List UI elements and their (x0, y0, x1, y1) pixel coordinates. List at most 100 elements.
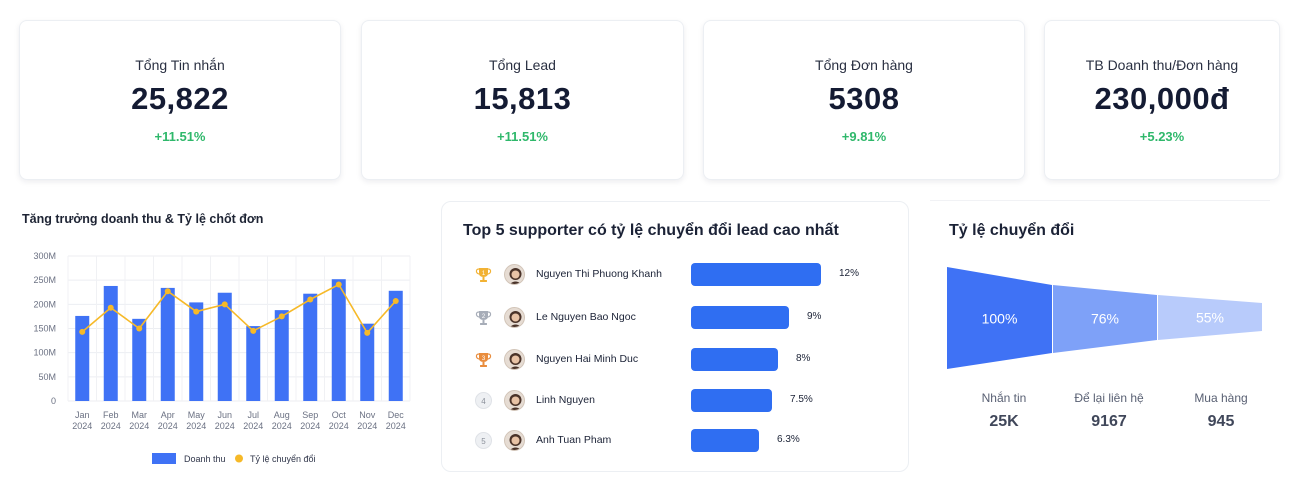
supporter-row: 4 Linh Nguyen 7.5% (442, 386, 910, 416)
x-tick-label: Jan (75, 410, 90, 420)
funnel-segment-percent: 55% (1196, 309, 1224, 325)
conversion-line (81, 283, 397, 335)
supporter-name: Anh Tuan Pham (536, 434, 612, 446)
supporter-bar (691, 263, 821, 286)
funnel-segment (1158, 295, 1262, 340)
revenue-bar (132, 318, 147, 401)
avatar (504, 430, 525, 451)
revenue-bar (360, 323, 375, 401)
supporter-bar (691, 306, 789, 329)
rank-badge: 4 (475, 392, 492, 409)
conversion-point (107, 304, 114, 311)
x-tick-label: 2024 (215, 421, 235, 431)
kpi-delta: +11.51% (154, 129, 206, 144)
avatar (504, 390, 525, 411)
conversion-point (392, 297, 399, 304)
legend-line-swatch (235, 454, 243, 463)
y-tick-label: 200M (33, 299, 56, 309)
x-tick-label: 2024 (272, 421, 292, 431)
avatar (504, 349, 525, 370)
kpi-value: 5308 (828, 81, 900, 116)
conversion-point (364, 329, 371, 336)
revenue-chart-panel: 300M 250M 200M 150M 100M 50M 0 Jan 2024 Feb 2024 Ma… (10, 200, 420, 490)
legend-bar-swatch (152, 453, 176, 464)
revenue-bar (303, 293, 318, 401)
supporter-percent: 8% (796, 353, 811, 364)
bronze-trophy-icon: 3 (475, 351, 492, 368)
gold-trophy-icon: 1 (475, 266, 492, 283)
supporter-name: Linh Nguyen (536, 394, 595, 406)
conversion-point (221, 301, 228, 308)
kpi-title: Tổng Lead (489, 57, 556, 73)
avatar (504, 264, 525, 285)
x-tick-label: Aug (274, 410, 290, 420)
supporter-bar (691, 429, 759, 452)
revenue-bar (331, 279, 346, 401)
revenue-bar (103, 285, 118, 401)
x-tick-label: Nov (359, 410, 376, 420)
legend-label: Tỷ lệ chuyển đổi (250, 454, 316, 464)
supporter-row: 1 Nguyen Thi Phuong Khanh 12% (442, 260, 910, 290)
conversion-funnel-panel: Tỷ lệ chuyển đổi 100% 76% 55% Nhắn tin 25K… (930, 200, 1270, 480)
conversion-point (307, 296, 314, 303)
revenue-bar (189, 302, 204, 401)
conversion-point (335, 281, 342, 288)
kpi-card-orders: Tổng Đơn hàng 5308 +9.81% (703, 20, 1025, 180)
funnel-stage-value: 945 (1207, 413, 1235, 430)
kpi-delta: +5.23% (1139, 129, 1185, 144)
revenue-chart-title: Tăng trưởng doanh thu & Tỷ lệ chốt đơn (22, 212, 264, 226)
x-tick-label: Dec (388, 410, 405, 420)
svg-text:2: 2 (482, 314, 486, 320)
supporter-name: Nguyen Thi Phuong Khanh (536, 268, 662, 280)
y-tick-label: 50M (38, 372, 56, 382)
kpi-value: 230,000đ (1094, 81, 1230, 116)
x-tick-label: Apr (161, 410, 175, 420)
x-tick-label: Jul (247, 410, 259, 420)
kpi-title: Tổng Đơn hàng (815, 57, 913, 73)
x-tick-label: 2024 (129, 421, 149, 431)
conversion-point (193, 308, 200, 315)
funnel-segment (1053, 285, 1157, 353)
x-tick-label: 2024 (72, 421, 92, 431)
svg-text:1: 1 (482, 271, 486, 277)
x-tick-label: 2024 (386, 421, 406, 431)
supporter-row: 3 Nguyen Hai Minh Duc 8% (442, 345, 910, 375)
funnel-segment (947, 267, 1052, 369)
revenue-bar (75, 315, 90, 401)
revenue-bar (160, 287, 175, 401)
revenue-bar (217, 292, 232, 401)
x-tick-label: Jun (217, 410, 232, 420)
x-tick-label: Mar (132, 410, 148, 420)
x-tick-label: Feb (103, 410, 119, 420)
x-tick-label: 2024 (186, 421, 206, 431)
funnel-chart: 100% 76% 55% (947, 267, 1262, 369)
conversion-point (278, 313, 285, 320)
x-tick-label: 2024 (243, 421, 263, 431)
top-supporters-title: Top 5 supporter có tỷ lệ chuyển đổi lead… (463, 222, 839, 239)
conversion-point (79, 328, 86, 335)
funnel-stage-label: Mua hàng (1194, 391, 1248, 405)
supporter-name: Nguyen Hai Minh Duc (536, 353, 639, 365)
kpi-card-messages: Tổng Tin nhắn 25,822 +11.51% (19, 20, 341, 180)
rank-badge: 5 (475, 432, 492, 449)
kpi-delta: +11.51% (497, 129, 548, 144)
top-supporters-panel: Top 5 supporter có tỷ lệ chuyển đổi lead… (441, 201, 909, 472)
supporter-row: 2 Le Nguyen Bao Ngoc 9% (442, 303, 910, 333)
supporter-bar (691, 389, 772, 412)
kpi-value: 25,822 (131, 81, 229, 116)
kpi-card-leads: Tổng Lead 15,813 +11.51% (361, 20, 684, 180)
supporter-bar (691, 348, 778, 371)
x-tick-label: Oct (332, 410, 347, 420)
conversion-point (164, 288, 171, 295)
kpi-title: TB Doanh thu/Đơn hàng (1085, 57, 1239, 73)
conversion-point (136, 325, 143, 332)
supporter-percent: 12% (839, 268, 860, 279)
kpi-value: 15,813 (473, 81, 572, 116)
x-tick-label: 2024 (101, 421, 121, 431)
supporter-row: 5 Anh Tuan Pham 6.3% (442, 426, 910, 456)
funnel-stage-label: Để lại liên hệ (1074, 391, 1144, 405)
y-tick-label: 250M (33, 275, 56, 285)
conversion-point (250, 327, 257, 334)
x-tick-label: May (188, 410, 206, 420)
revenue-bar (246, 326, 261, 401)
